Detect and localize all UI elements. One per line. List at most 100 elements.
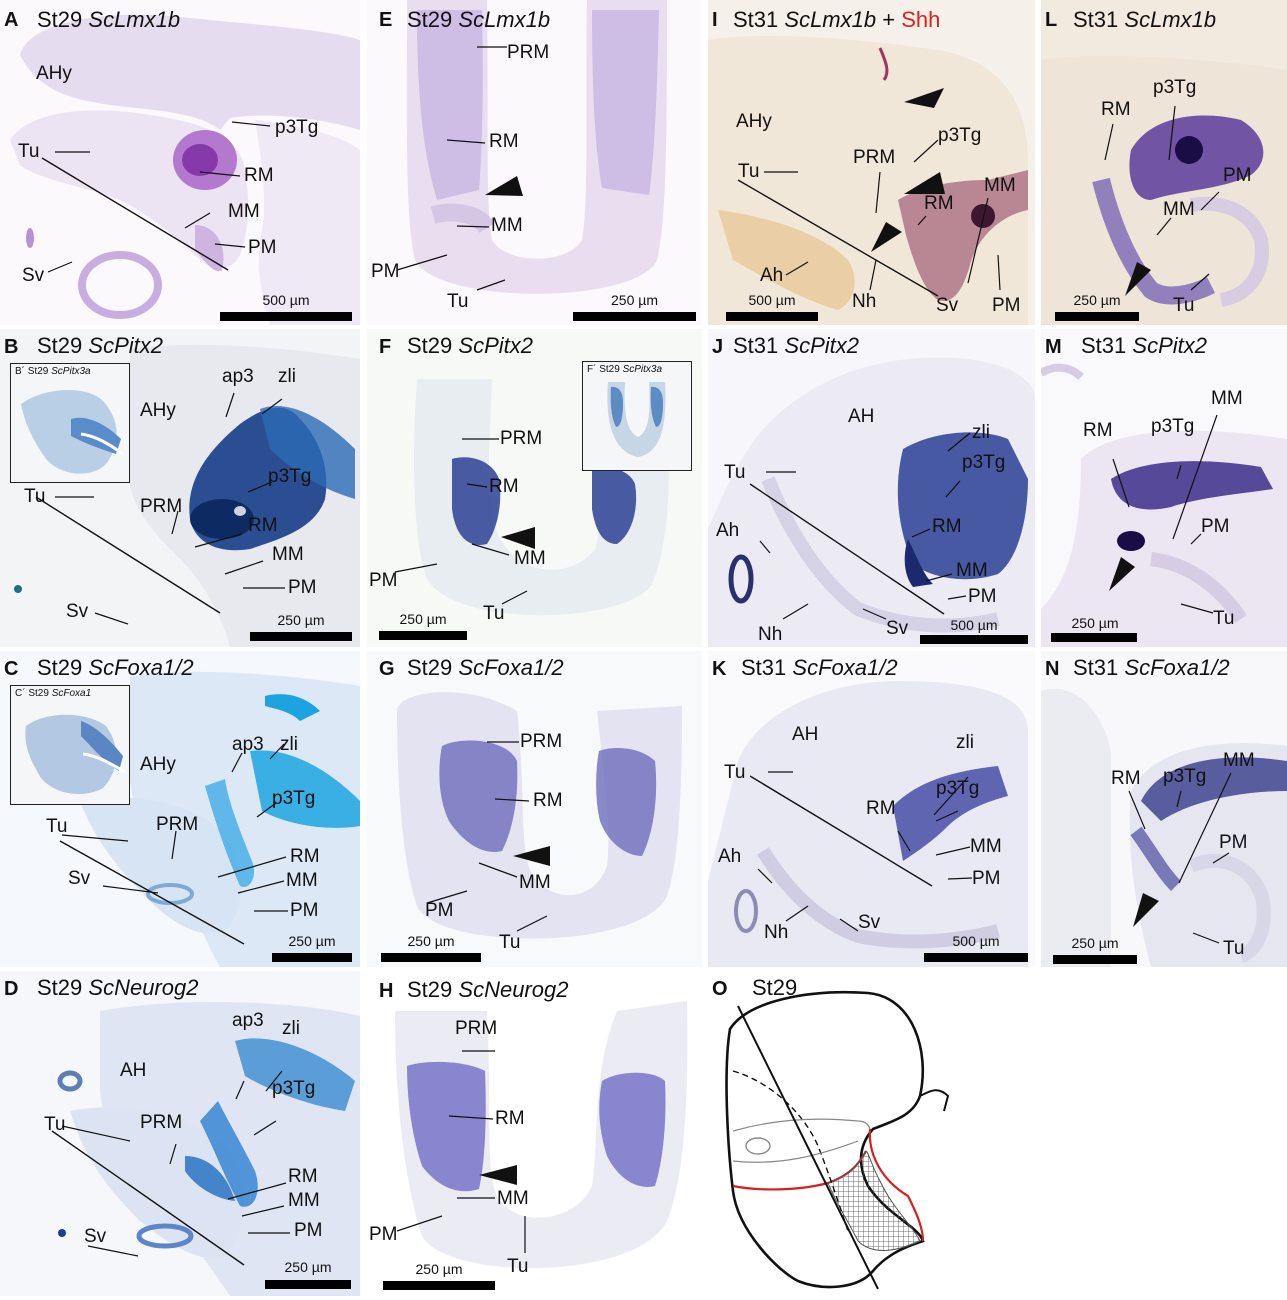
inset-gene: ScPitx3a (51, 366, 91, 377)
panel-h-stage: St29 (407, 977, 453, 1002)
label-mm: MM (288, 1190, 320, 1211)
label-rm: RM (489, 131, 519, 152)
label-sv: Sv (858, 912, 881, 933)
panel-c-tissue (0, 651, 360, 967)
label-prm: PRM (156, 814, 199, 835)
panel-b-inset: B´ St29 ScPitx3a (10, 363, 130, 483)
inset-prefix: F´ St29 (587, 364, 620, 375)
panel-n-gene: ScFoxa1/2 (1124, 655, 1230, 680)
panel-l-title: St31 ScLmx1b (1073, 8, 1216, 32)
label-prm: PRM (507, 42, 550, 63)
panel-k-tissue (708, 651, 1035, 967)
panel-e-title: St29 ScLmx1b (407, 8, 550, 32)
label-tu: Tu (447, 291, 469, 312)
label-nh: Nh (852, 291, 877, 312)
label-mm: MM (1223, 750, 1255, 771)
label-ah-upper: AH (848, 406, 875, 427)
panel-h-title: St29 ScNeurog2 (407, 978, 568, 1002)
panel-j-tissue (708, 329, 1035, 647)
panel-a: A St29 ScLmx1b AHy p3Tg Tu RM MM PM Sv 5… (0, 0, 360, 325)
panel-o-stage: St29 (752, 975, 798, 1000)
panel-a-letter: A (4, 9, 19, 31)
label-tu: Tu (724, 762, 746, 783)
label-tu: Tu (499, 932, 521, 953)
panel-f-inset: F´ St29 ScPitx3a (582, 361, 692, 471)
panel-f: F St29 ScPitx2 F´ St29 ScPitx3a PRM RM M… (367, 329, 702, 647)
label-p3tg: p3Tg (1153, 77, 1197, 98)
label-p3tg: p3Tg (272, 1078, 316, 1099)
label-pm: PM (294, 1220, 323, 1241)
panel-d-gene: ScNeurog2 (88, 975, 199, 1000)
panel-f-letter: F (379, 336, 392, 358)
label-pm: PM (968, 586, 997, 607)
panel-l-gene: ScLmx1b (1124, 7, 1217, 32)
scale-bar (381, 953, 481, 962)
inset-prefix: C´ St29 (15, 688, 49, 699)
label-p3tg: p3Tg (268, 466, 312, 487)
label-ah-upper: AH (792, 724, 819, 745)
scale-bar (265, 1280, 351, 1289)
scale-text: 250 µm (611, 292, 658, 308)
label-rm: RM (924, 193, 954, 214)
panel-k: K St31 ScFoxa1/2 AH zli Tu RM p3Tg MM Ah… (708, 651, 1035, 967)
panel-j: J St31 ScPitx2 AH zli Tu p3Tg Ah RM MM P… (708, 329, 1035, 647)
panel-c-letter: C (4, 658, 19, 680)
label-pm: PM (371, 261, 400, 282)
label-p3tg: p3Tg (938, 125, 982, 146)
panel-m-gene: ScPitx2 (1132, 333, 1207, 358)
label-pm: PM (1223, 165, 1252, 186)
panel-n-tissue (1041, 651, 1287, 967)
panel-m: M St31 ScPitx2 RM p3Tg MM PM Tu 250 µm (1041, 329, 1287, 647)
scale-text: 250 µm (284, 1259, 332, 1275)
panel-f-gene: ScPitx2 (458, 333, 533, 358)
panel-a-stage: St29 (37, 7, 83, 32)
label-mm: MM (956, 560, 988, 581)
label-tu: Tu (724, 462, 746, 483)
panel-k-letter: K (712, 658, 727, 680)
label-mm: MM (272, 544, 304, 565)
label-sv: Sv (66, 601, 89, 622)
label-ahy: AHy (140, 400, 176, 421)
label-ahy: AHy (736, 111, 772, 132)
label-p3tg: p3Tg (272, 788, 316, 809)
scale-text: 500 µm (950, 617, 998, 633)
panel-m-letter: M (1045, 336, 1062, 358)
panel-j-gene: ScPitx2 (784, 333, 859, 358)
panel-d: D St29 ScNeurog2 ap3 zli AH p3Tg Tu PRM … (0, 971, 360, 1296)
panel-g-stage: St29 (407, 655, 453, 680)
label-ah: Ah (760, 265, 784, 286)
label-sv: Sv (22, 265, 45, 286)
panel-e-letter: E (379, 9, 393, 31)
label-tu: Tu (1213, 608, 1235, 629)
label-mm: MM (1211, 388, 1243, 409)
panel-e-stage: St29 (407, 7, 453, 32)
label-ap3: ap3 (232, 1010, 264, 1031)
scale-text: 250 µm (288, 933, 336, 949)
label-rm: RM (932, 516, 962, 537)
label-tu: Tu (1173, 295, 1195, 316)
label-mm: MM (514, 548, 546, 569)
inset-title: F´ St29 ScPitx3a (587, 364, 662, 375)
label-nh: Nh (764, 922, 789, 943)
panel-b-gene: ScPitx2 (88, 333, 163, 358)
scale-text: 250 µm (407, 933, 455, 949)
panel-g: G St29 ScFoxa1/2 PRM RM MM PM Tu 250 µm (367, 651, 702, 967)
label-tu: Tu (738, 161, 760, 182)
scale-text: 250 µm (1071, 935, 1119, 951)
label-prm: PRM (455, 1018, 498, 1039)
label-pm: PM (1201, 516, 1230, 537)
panel-a-gene: ScLmx1b (88, 7, 181, 32)
label-mm: MM (491, 215, 523, 236)
panel-e: E St29 ScLmx1b PRM RM MM PM Tu 250 µm (367, 0, 702, 325)
label-p3tg: p3Tg (275, 117, 319, 138)
panel-n-title: St31 ScFoxa1/2 (1073, 656, 1230, 680)
panel-n-letter: N (1045, 658, 1060, 680)
panel-i: I St31 ScLmx1b + Shh AHy p3Tg PRM Tu MM … (708, 0, 1035, 325)
panel-j-title: St31 ScPitx2 (733, 334, 859, 358)
label-prm: PRM (500, 428, 543, 449)
inset-title: B´ St29 ScPitx3a (15, 366, 91, 377)
scale-bar (1055, 312, 1139, 321)
inset-gene: ScFoxa1 (51, 688, 92, 699)
panel-l-tissue (1041, 0, 1287, 325)
panel-h: H St29 ScNeurog2 PRM RM MM PM Tu 250 µm (367, 971, 702, 1296)
